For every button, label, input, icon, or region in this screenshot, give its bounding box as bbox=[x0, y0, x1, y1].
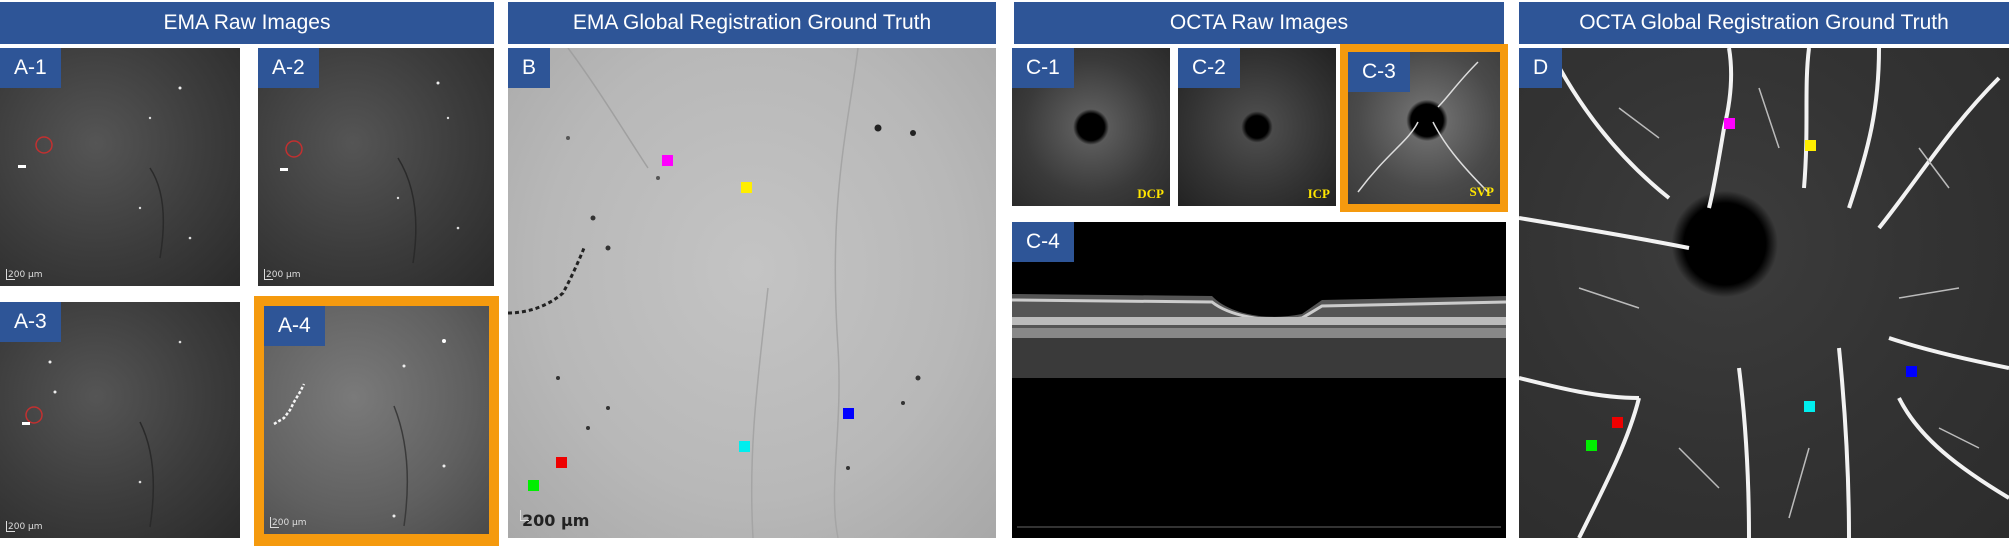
ema-a2-texture bbox=[280, 81, 460, 264]
layer-label-c2: ICP bbox=[1307, 186, 1330, 201]
marker-red-b bbox=[556, 457, 567, 468]
ema-global-image-b: B 200 µm bbox=[508, 48, 996, 538]
panel-label-c4: C-4 bbox=[1012, 222, 1074, 262]
panel-label-b: B bbox=[508, 48, 551, 88]
ema-image-a3: A-3 200 µm bbox=[0, 302, 240, 538]
octa-c3-vessels bbox=[1357, 61, 1489, 193]
header-octa-raw: OCTA Raw Images bbox=[1014, 2, 1504, 44]
panel-label-c1: C-1 bbox=[1012, 48, 1074, 88]
marker-cyan-b bbox=[739, 441, 750, 452]
panel-label-a4: A-4 bbox=[264, 306, 325, 346]
header-ema-raw: EMA Raw Images bbox=[0, 2, 494, 44]
layer-label-c1: DCP bbox=[1137, 186, 1164, 201]
marker-cyan-d bbox=[1804, 401, 1815, 412]
scale-bar-a1: 200 µm bbox=[6, 269, 43, 280]
scale-bar-a3: 200 µm bbox=[6, 521, 43, 532]
ema-a4-texture bbox=[273, 339, 446, 527]
marker-blue-d bbox=[1906, 366, 1917, 377]
panel-label-a3: A-3 bbox=[0, 302, 61, 342]
marker-magenta-b bbox=[662, 155, 673, 166]
octa-image-c2: C-2 ICP bbox=[1178, 48, 1336, 206]
octa-image-c3: C-3 SVP bbox=[1348, 52, 1500, 204]
panel-label-a1: A-1 bbox=[0, 48, 61, 88]
ema-image-a2: A-2 200 µm bbox=[258, 48, 494, 286]
ema-a1-texture bbox=[18, 86, 192, 259]
marker-blue-b bbox=[843, 408, 854, 419]
scale-bar-a2: 200 µm bbox=[264, 269, 301, 280]
layer-label-c3: SVP bbox=[1469, 184, 1494, 199]
marker-green-b bbox=[528, 480, 539, 491]
header-ema-global: EMA Global Registration Ground Truth bbox=[508, 2, 996, 44]
marker-yellow-b bbox=[741, 182, 752, 193]
ema-image-a4: A-4 200 µm bbox=[264, 306, 489, 534]
scale-bar-a4: 200 µm bbox=[270, 517, 307, 528]
panel-label-c2: C-2 bbox=[1178, 48, 1240, 88]
octa-image-c1: C-1 DCP bbox=[1012, 48, 1170, 206]
marker-red-d bbox=[1612, 417, 1623, 428]
panel-label-a2: A-2 bbox=[258, 48, 319, 88]
ema-global-texture bbox=[508, 48, 921, 538]
panel-label-d: D bbox=[1519, 48, 1563, 88]
panel-label-c3: C-3 bbox=[1348, 52, 1410, 92]
header-octa-global: OCTA Global Registration Ground Truth bbox=[1519, 2, 2009, 44]
octa-global-image-d: D bbox=[1519, 48, 2009, 538]
scale-bar-b: 200 µm bbox=[519, 510, 590, 530]
marker-yellow-d bbox=[1805, 140, 1816, 151]
ema-a3-texture bbox=[22, 340, 182, 528]
oct-bscan-layers bbox=[1012, 294, 1506, 528]
octa-global-vessels bbox=[1519, 48, 2009, 538]
marker-green-d bbox=[1586, 440, 1597, 451]
marker-magenta-d bbox=[1724, 118, 1735, 129]
oct-bscan-image-c4: C-4 bbox=[1012, 222, 1506, 538]
ema-image-a1: A-1 200 µm bbox=[0, 48, 240, 286]
